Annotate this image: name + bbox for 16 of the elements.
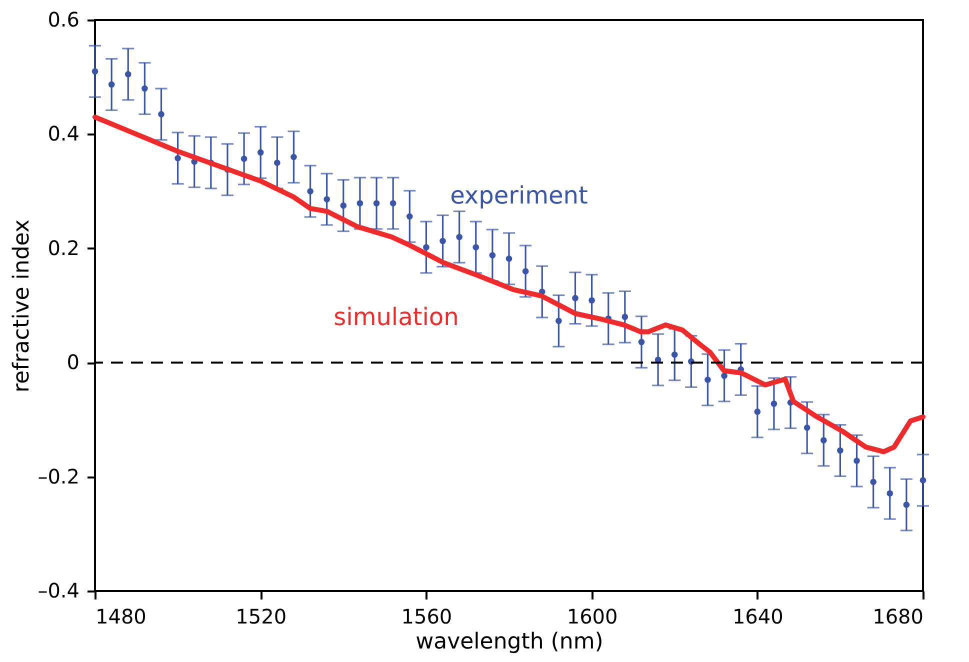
series-label: experiment xyxy=(450,182,588,210)
x-tick-label: 1520 xyxy=(236,604,287,628)
x-axis-title: wavelength (nm) xyxy=(416,630,604,654)
y-tick-label: 0.2 xyxy=(48,236,80,260)
y-tick-label: –0.2 xyxy=(38,464,80,488)
y-tick-label: 0.4 xyxy=(48,122,80,146)
x-tick-label: 1560 xyxy=(401,604,452,628)
y-tick-label: 0.6 xyxy=(48,8,80,32)
x-tick-label: 1600 xyxy=(566,604,618,628)
x-tick-label: 1480 xyxy=(96,604,146,628)
x-tick-label: 1680 xyxy=(872,604,924,628)
y-axis-title: refractive index xyxy=(10,220,35,392)
x-tick-label: 1640 xyxy=(732,604,784,628)
y-tick-label: –0.4 xyxy=(38,578,80,602)
y-tick-label: 0 xyxy=(66,350,80,374)
series-label: simulation xyxy=(334,302,459,331)
